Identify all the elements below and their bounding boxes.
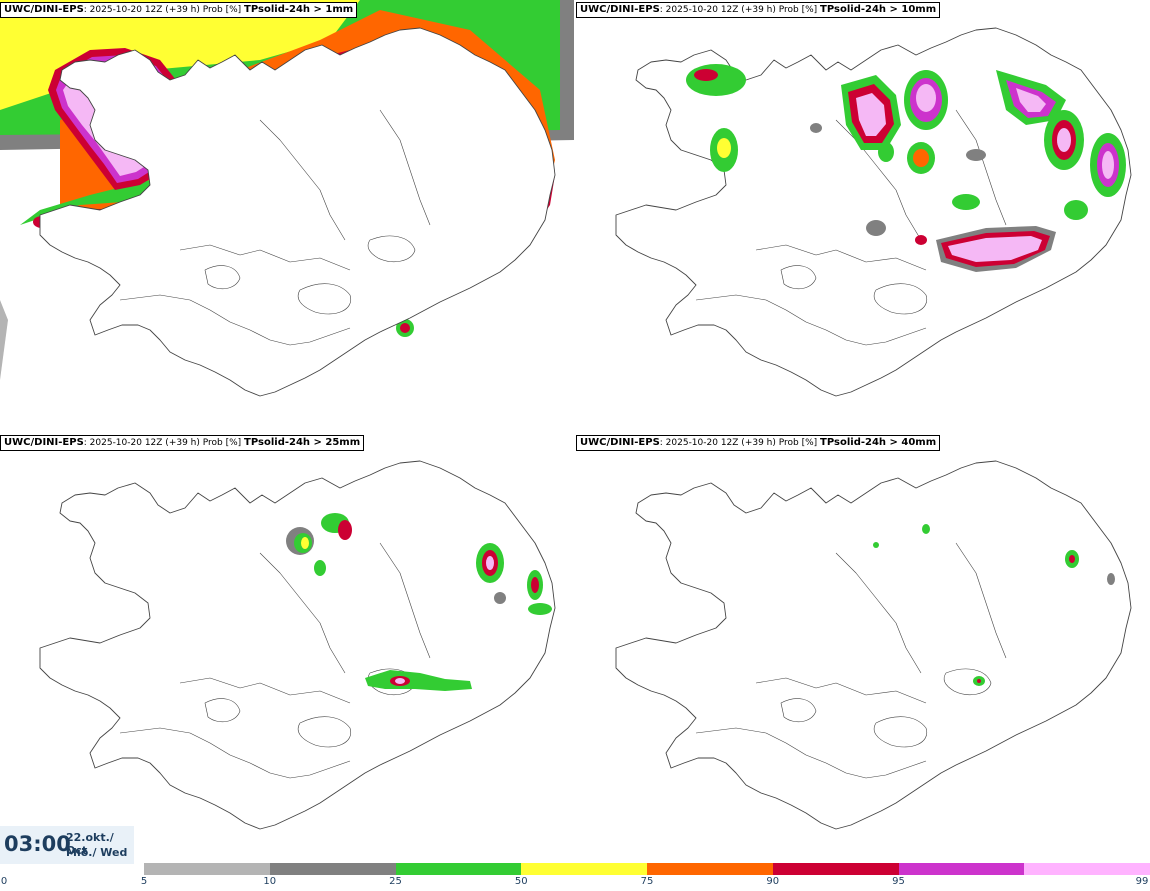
run-info: : 2025-10-20 12Z (+39 h) Prob [%]: [659, 5, 818, 15]
colorbar-segment-5: [772, 863, 899, 875]
map-panel-1mm: UWC/DINI-EPS: 2025-10-20 12Z (+39 h) Pro…: [0, 0, 574, 432]
valid-time-box: 03:00 22.okt./ Oct Mið./ Wed: [0, 826, 134, 864]
valid-date-line-1: 22.okt./ Oct: [66, 831, 114, 857]
colorbar-tick-labels: 0 5 10 25 50 75 90 95 99: [0, 876, 1150, 891]
run-info: : 2025-10-20 12Z (+39 h) Prob [%]: [83, 438, 242, 448]
panel-title: UWC/DINI-EPS: 2025-10-20 12Z (+39 h) Pro…: [576, 2, 941, 18]
probability-map-25mm: [0, 433, 574, 865]
valid-time-clock: 03:00: [4, 832, 71, 856]
map-panel-40mm: UWC/DINI-EPS: 2025-10-20 12Z (+39 h) Pro…: [576, 433, 1150, 865]
colorbar-tick-label: 25: [389, 876, 402, 887]
panel-title: UWC/DINI-EPS: 2025-10-20 12Z (+39 h) Pro…: [576, 435, 941, 451]
probability-map-1mm: [0, 0, 574, 432]
colorbar-segment-1: [269, 863, 396, 875]
probability-colorbar: [144, 863, 1150, 875]
map-panel-25mm: UWC/DINI-EPS: 2025-10-20 12Z (+39 h) Pro…: [0, 433, 574, 865]
run-info: : 2025-10-20 12Z (+39 h) Prob [%]: [83, 5, 242, 15]
probability-map-10mm: [576, 0, 1150, 432]
colorbar-segment-2: [395, 863, 522, 875]
map-panel-10mm: UWC/DINI-EPS: 2025-10-20 12Z (+39 h) Pro…: [576, 0, 1150, 432]
model-name: UWC/DINI-EPS: [580, 437, 660, 448]
panel-title: UWC/DINI-EPS: 2025-10-20 12Z (+39 h) Pro…: [0, 2, 358, 18]
colorbar-segment-0: [144, 863, 270, 875]
run-info: : 2025-10-20 12Z (+39 h) Prob [%]: [659, 438, 818, 448]
colorbar-tick-label: 99: [1135, 876, 1149, 887]
colorbar-tick-label: 50: [514, 876, 528, 887]
parameter-label: TPsolid-24h > 40mm: [820, 437, 937, 448]
colorbar-tick-label: 5: [140, 876, 148, 887]
colorbar-segment-6: [898, 863, 1025, 875]
parameter-label: TPsolid-24h > 10mm: [820, 4, 937, 15]
probability-map-40mm: [576, 433, 1150, 865]
colorbar-tick-label: 10: [263, 876, 277, 887]
colorbar-tick-label: 0: [0, 876, 8, 887]
colorbar-tick-label: 75: [640, 876, 654, 887]
model-name: UWC/DINI-EPS: [580, 4, 660, 15]
colorbar-segment-4: [647, 863, 773, 875]
model-name: UWC/DINI-EPS: [4, 437, 84, 448]
model-name: UWC/DINI-EPS: [4, 4, 84, 15]
parameter-label: TPsolid-24h > 25mm: [244, 437, 361, 448]
valid-date-line-2: Mið./ Wed: [66, 846, 128, 859]
parameter-label: TPsolid-24h > 1mm: [244, 4, 354, 15]
colorbar-segment-7: [1024, 863, 1150, 875]
colorbar-segment-3: [521, 863, 647, 875]
panel-title: UWC/DINI-EPS: 2025-10-20 12Z (+39 h) Pro…: [0, 435, 365, 451]
colorbar-tick-label: 90: [766, 876, 780, 887]
colorbar-tick-label: 95: [892, 876, 905, 887]
